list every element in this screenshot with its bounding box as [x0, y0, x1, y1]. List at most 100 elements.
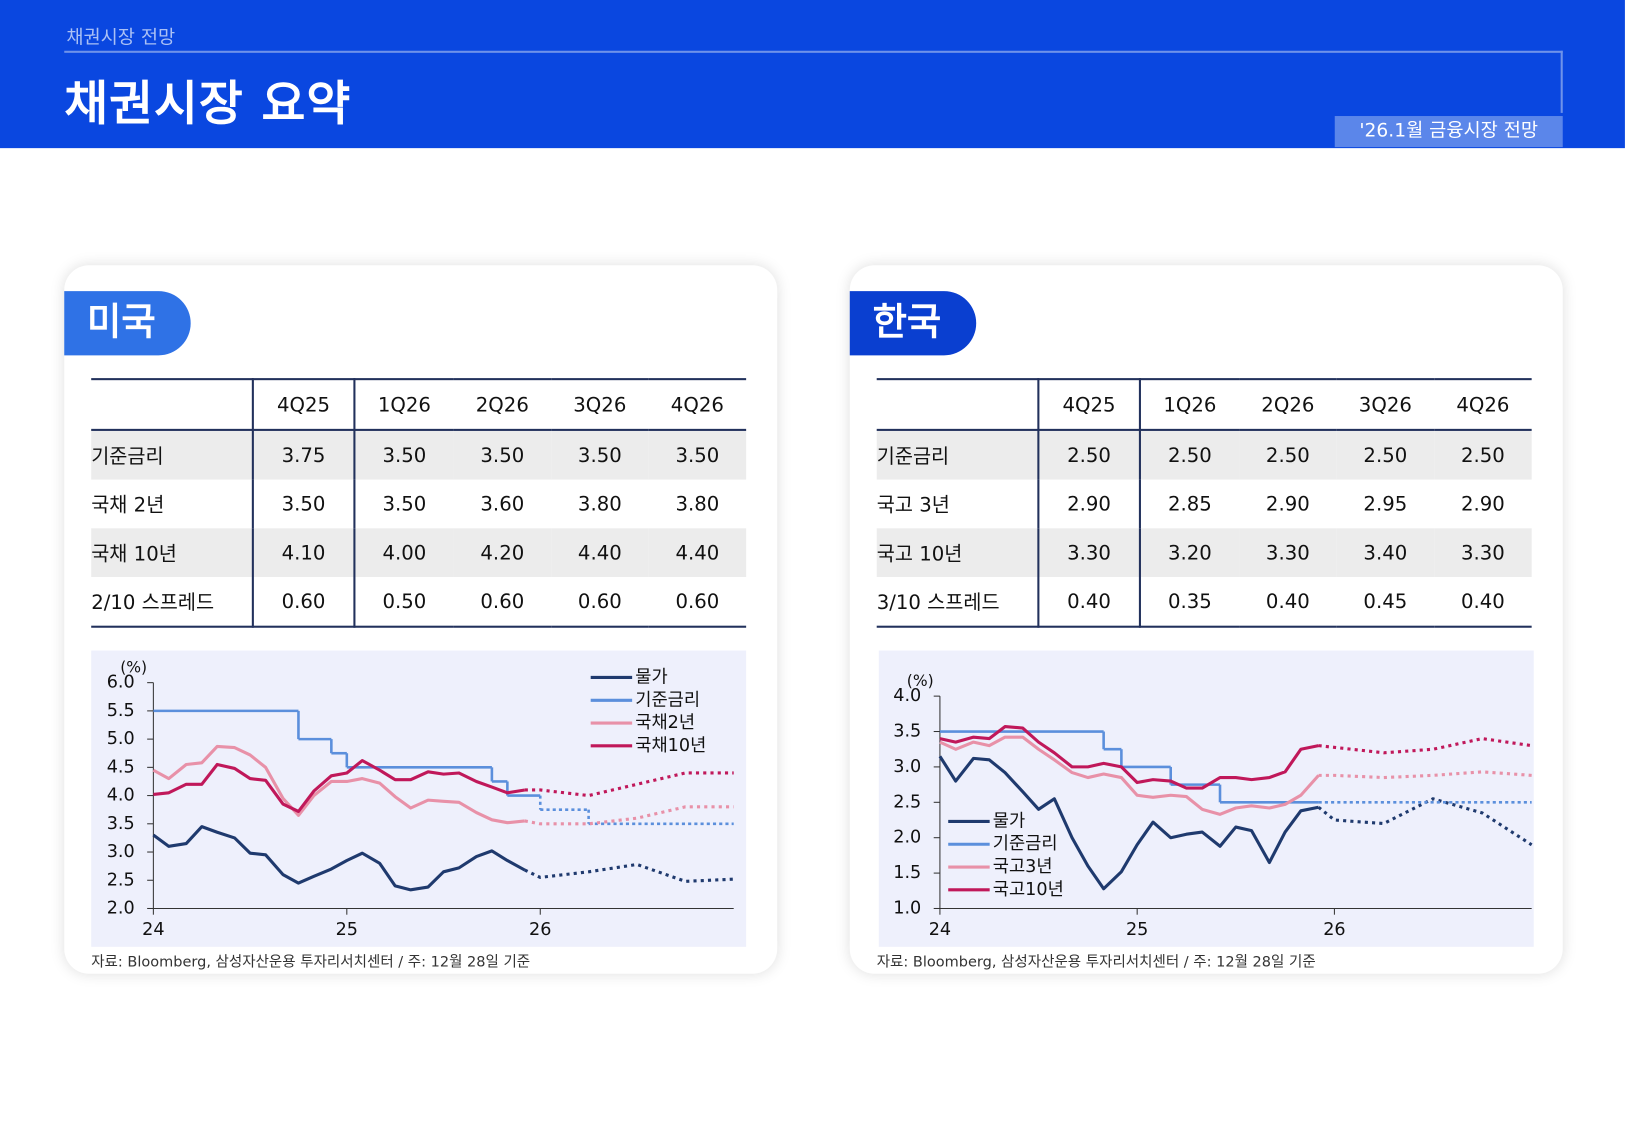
- row-label: 2/10 스프레드: [91, 576, 254, 628]
- cell: 0.50: [354, 576, 454, 628]
- source-note: 자료: Bloomberg, 삼성자산운용 투자리서치센터 / 주: 12월 2…: [876, 954, 1316, 971]
- x-tick-label: 25: [336, 920, 358, 940]
- y-tick-label: 2.0: [107, 898, 135, 918]
- cell: 4.10: [252, 528, 356, 577]
- cell: 2.95: [1363, 492, 1408, 516]
- cell: 4.20: [453, 528, 552, 577]
- cell: 2.50: [1139, 429, 1240, 480]
- cell: 3.60: [480, 492, 525, 516]
- cell: 3.30: [1239, 528, 1337, 577]
- row-label: 국고 10년: [876, 528, 1040, 577]
- row-label: 국고 3년: [876, 479, 1040, 529]
- y-axis-label: (%): [907, 672, 934, 690]
- y-tick-label: 3.0: [893, 757, 921, 777]
- x-tick-label: 24: [142, 920, 164, 940]
- table-body: 기준금리 3.75 3.50 3.50 3.50 3.50 국채 2년 3.50 3.50 3.6…: [91, 429, 747, 628]
- legend-label: 기준금리: [635, 690, 700, 710]
- cell: 4.40: [648, 528, 747, 577]
- cell: 3.80: [675, 492, 720, 516]
- table-body: 기준금리 2.50 2.50 2.50 2.50 2.50 국고 3년 2.90 2.85 2.9…: [876, 429, 1532, 628]
- cell: 0.45: [1336, 576, 1435, 628]
- legend-label: 기준금리: [993, 834, 1058, 854]
- table-head: 4Q25 1Q26 2Q26 3Q26 4Q26: [876, 378, 1532, 431]
- panel-title: 미국: [64, 291, 191, 356]
- cell: 2.90: [1460, 492, 1505, 516]
- cell: 0.40: [1239, 576, 1337, 628]
- x-tick-label: 26: [1323, 920, 1345, 940]
- legend-label: 국채2년: [635, 713, 695, 733]
- cell: 0.60: [252, 576, 356, 628]
- y-tick-label: 3.5: [107, 814, 135, 834]
- header-row: 4Q25 1Q26 2Q26 3Q26 4Q26: [91, 378, 747, 431]
- column-header: 2Q26: [1239, 378, 1337, 431]
- data-table: 4Q25 1Q26 2Q26 3Q26 4Q26 기준금리 3.75 3.50 3.50 3.50…: [91, 378, 747, 628]
- cell: 3.30: [1434, 528, 1532, 577]
- table-row: 국채 10년 4.10 4.00 4.20 4.40 4.40: [91, 528, 747, 577]
- cell: 0.40: [1434, 576, 1532, 628]
- x-tick-label: 25: [1126, 920, 1148, 940]
- row-label: 국채 2년: [91, 479, 254, 529]
- column-header: 3Q26: [1336, 378, 1435, 431]
- section-label: 채권시장 전망: [66, 26, 176, 49]
- y-tick-label: 3.0: [107, 842, 135, 862]
- forecast-line: [524, 805, 734, 826]
- report-badge: '26.1월 금융시장 전망: [1334, 116, 1563, 148]
- cell: 3.50: [551, 429, 649, 480]
- corner-cell: [876, 378, 1040, 431]
- legend-label: 물가: [993, 811, 1025, 831]
- row-label: 기준금리: [91, 429, 254, 480]
- data-table: 4Q25 1Q26 2Q26 3Q26 4Q26 기준금리 2.50 2.50 2.50 2.50…: [876, 378, 1532, 628]
- corner-cell: [91, 378, 254, 431]
- header-row: 4Q25 1Q26 2Q26 3Q26 4Q26: [876, 378, 1532, 431]
- cell: 2.90: [1038, 479, 1141, 529]
- table-row: 3/10 스프레드 0.40 0.35 0.40 0.45 0.40: [876, 576, 1532, 628]
- cell: 3.20: [1139, 528, 1240, 577]
- cell: 2.50: [1336, 429, 1435, 480]
- plot-background: [91, 650, 747, 947]
- cell: 3.50: [382, 492, 427, 516]
- forecast-line: [1317, 797, 1533, 847]
- legend-label: 국채10년: [635, 736, 706, 756]
- column-header: 4Q26: [1434, 378, 1532, 431]
- panel-title: 한국: [849, 291, 977, 356]
- series-line: [152, 825, 526, 892]
- y-tick-label: 4.5: [107, 757, 135, 777]
- y-tick-label: 5.5: [107, 701, 135, 721]
- row-label: 기준금리: [876, 429, 1040, 480]
- table-row: 기준금리 3.75 3.50 3.50 3.50 3.50: [91, 429, 747, 480]
- y-tick-label: 2.0: [893, 828, 921, 848]
- legend-label: 국고3년: [993, 857, 1053, 877]
- column-header: 3Q26: [551, 378, 649, 431]
- column-header: 4Q25: [1038, 378, 1141, 431]
- y-tick-label: 3.5: [893, 722, 921, 742]
- forecast-line: [524, 771, 734, 798]
- cell: 3.50: [453, 429, 552, 480]
- source-note: 자료: Bloomberg, 삼성자산운용 투자리서치센터 / 주: 12월 2…: [91, 954, 531, 971]
- cell: 0.60: [453, 576, 552, 628]
- column-header: 1Q26: [1139, 378, 1240, 431]
- y-tick-label: 4.0: [107, 786, 135, 806]
- cell: 2.50: [1239, 429, 1337, 480]
- series-line: [938, 755, 1319, 891]
- cell: 0.35: [1139, 576, 1240, 628]
- y-tick-label: 2.5: [107, 870, 135, 890]
- series-line: [153, 759, 526, 813]
- cell: 3.75: [252, 429, 356, 480]
- legend-label: 물가: [635, 667, 667, 687]
- row-label: 국채 10년: [91, 528, 254, 577]
- y-tick-label: 6.0: [107, 673, 135, 693]
- cell: 3.30: [1038, 528, 1141, 577]
- cell: 2.50: [1038, 429, 1141, 480]
- cell: 4.00: [354, 528, 454, 577]
- column-header: 1Q26: [354, 378, 454, 431]
- table-row: 국고 3년 2.90 2.85 2.90 2.95 2.90: [876, 479, 1532, 529]
- y-tick-label: 1.5: [893, 863, 921, 883]
- table-row: 국채 2년 3.50 3.50 3.60 3.80 3.80: [91, 479, 746, 529]
- series-line: [152, 744, 525, 825]
- cell: 0.40: [1038, 576, 1141, 628]
- cell: 2.50: [1434, 429, 1532, 480]
- legend-label: 국고10년: [993, 880, 1064, 900]
- cell: 4.40: [551, 528, 649, 577]
- series-line: [939, 735, 1320, 816]
- cell: 3.40: [1336, 528, 1435, 577]
